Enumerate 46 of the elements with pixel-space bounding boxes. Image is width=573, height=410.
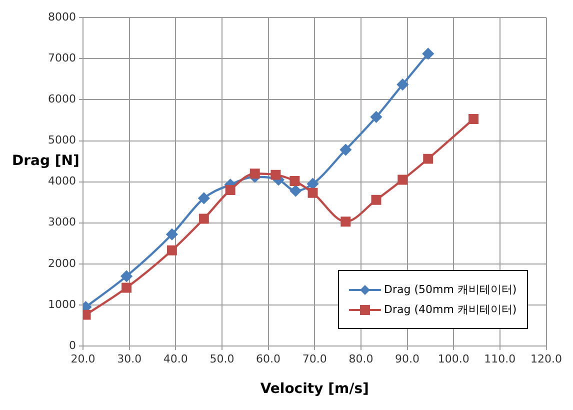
point <box>397 78 408 90</box>
x-axis-title: Velocity [m/s] <box>260 381 369 398</box>
point <box>340 144 352 156</box>
x-tick-label: 30.0 <box>117 352 142 366</box>
y-tick-label: 0 <box>69 338 76 352</box>
y-tick-label: 8000 <box>48 10 76 24</box>
point <box>340 216 351 227</box>
point <box>290 185 302 196</box>
x-tick-label: 90.0 <box>395 352 420 366</box>
x-tick-label: 70.0 <box>302 352 327 366</box>
x-tick-label: 60.0 <box>256 352 281 366</box>
y-tick-label: 1000 <box>48 298 76 311</box>
y-axis-title: Drag [N] <box>12 153 80 169</box>
legend-label: Drag (50mm 캐비테이터) <box>384 282 517 297</box>
x-tick-label: 80.0 <box>348 352 374 366</box>
x-tick-label: 110.0 <box>484 352 516 366</box>
point <box>423 154 434 164</box>
point <box>422 48 434 60</box>
y-tick-label: 5000 <box>48 134 76 147</box>
point <box>307 178 318 190</box>
x-tick-label: 20.0 <box>70 352 96 366</box>
y-tick-label: 7000 <box>48 52 76 65</box>
point <box>120 270 132 282</box>
point <box>270 170 281 180</box>
point <box>290 176 300 186</box>
y-tick-label: 3000 <box>48 216 76 229</box>
point <box>166 245 177 256</box>
legend-label: Drag (40mm 캐비테이터) <box>384 302 517 317</box>
point <box>122 282 132 293</box>
x-tick-label: 40.0 <box>163 352 188 366</box>
x-tick-label: 50.0 <box>210 352 234 366</box>
point <box>370 111 382 123</box>
point <box>250 168 260 179</box>
point <box>198 192 210 204</box>
x-tick-label: 100.0 <box>438 352 470 366</box>
point <box>371 194 382 205</box>
x-tick-label: 120.0 <box>530 352 562 366</box>
y-tick-label: 6000 <box>48 92 76 106</box>
point <box>225 185 236 195</box>
point <box>468 114 479 124</box>
point <box>166 228 178 240</box>
y-tick-label: 2000 <box>48 256 76 270</box>
point <box>308 188 318 198</box>
point <box>398 174 408 185</box>
point <box>198 214 209 224</box>
y-tick-label: 4000 <box>48 174 76 188</box>
